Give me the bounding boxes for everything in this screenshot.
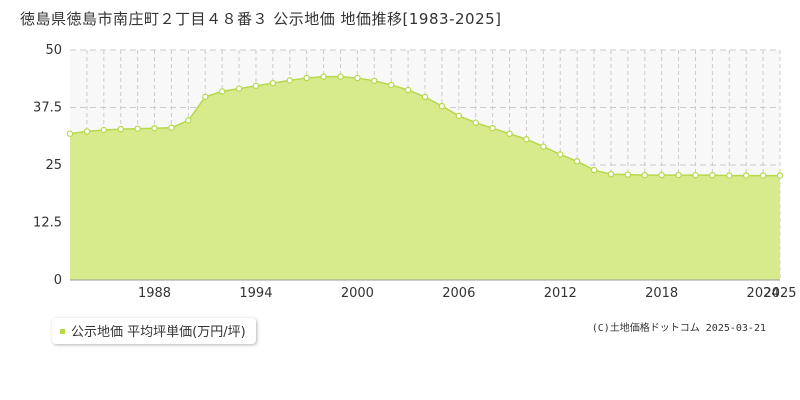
y-tick-label: 50 — [45, 43, 62, 58]
data-point — [641, 171, 648, 179]
data-markers — [66, 73, 784, 179]
x-tick-label: 2012 — [544, 286, 577, 301]
copyright-credit: (C)土地価格ドットコム 2025-03-21 — [591, 323, 766, 334]
data-point — [320, 73, 327, 80]
data-point — [675, 171, 682, 179]
data-point — [421, 93, 429, 101]
data-point — [235, 85, 243, 92]
data-point — [692, 171, 699, 179]
data-point — [506, 130, 513, 137]
data-point — [658, 171, 665, 179]
chart-title: 徳島県徳島市南庄町２丁目４８番３ 公示地価 地価推移[1983-2025] — [20, 10, 502, 28]
data-point — [66, 130, 74, 137]
data-point — [776, 172, 784, 179]
data-point — [185, 117, 192, 124]
y-tick-label: 37.5 — [33, 101, 62, 116]
x-tick-label: 1994 — [239, 286, 272, 301]
data-point — [371, 77, 378, 85]
data-point — [709, 171, 716, 179]
area-fill — [70, 76, 780, 281]
data-point — [404, 86, 412, 94]
data-point — [489, 124, 496, 132]
data-point — [83, 128, 91, 135]
data-point — [387, 81, 395, 89]
legend-label: 公示地価 平均坪単価(万円/坪) — [71, 325, 246, 340]
x-tick-label: 2024 — [747, 286, 780, 301]
x-tick-label: 2000 — [341, 286, 374, 301]
data-point — [303, 74, 310, 82]
data-point — [269, 79, 277, 87]
data-point — [759, 172, 767, 179]
data-point — [438, 102, 446, 110]
x-tick-label: 2025 — [763, 286, 796, 301]
legend-swatch — [60, 329, 65, 334]
data-point — [286, 77, 293, 84]
data-point — [590, 166, 598, 174]
data-point — [100, 126, 108, 134]
y-tick-label: 25 — [45, 158, 62, 173]
data-point — [117, 125, 124, 133]
legend: 公示地価 平均坪単価(万円/坪) — [52, 318, 256, 344]
data-point — [202, 93, 209, 101]
data-point — [607, 170, 615, 178]
data-point — [472, 119, 479, 126]
data-point — [523, 136, 530, 143]
y-tick-label: 12.5 — [33, 216, 62, 231]
data-point — [624, 171, 632, 178]
x-tick-label: 2006 — [442, 286, 475, 301]
data-point — [168, 124, 175, 131]
y-axis-ticks: 0 12.5 25 37.5 50 — [33, 43, 62, 288]
x-tick-label: 1988 — [138, 286, 171, 301]
data-point — [742, 172, 750, 179]
chart-plot: 0 12.5 25 37.5 50 1988 1994 2000 2006 2012 2018 20… — [33, 43, 797, 301]
y-tick-label: 0 — [54, 273, 62, 288]
data-point — [354, 74, 361, 82]
data-point — [151, 124, 158, 132]
data-point — [252, 82, 260, 90]
data-point — [455, 112, 463, 119]
data-point — [337, 73, 344, 80]
data-point — [573, 158, 581, 165]
data-point — [557, 151, 564, 158]
x-tick-label: 2018 — [645, 286, 678, 301]
data-point — [134, 125, 141, 132]
data-point — [540, 143, 547, 150]
data-point — [726, 172, 733, 179]
data-point — [218, 88, 226, 95]
